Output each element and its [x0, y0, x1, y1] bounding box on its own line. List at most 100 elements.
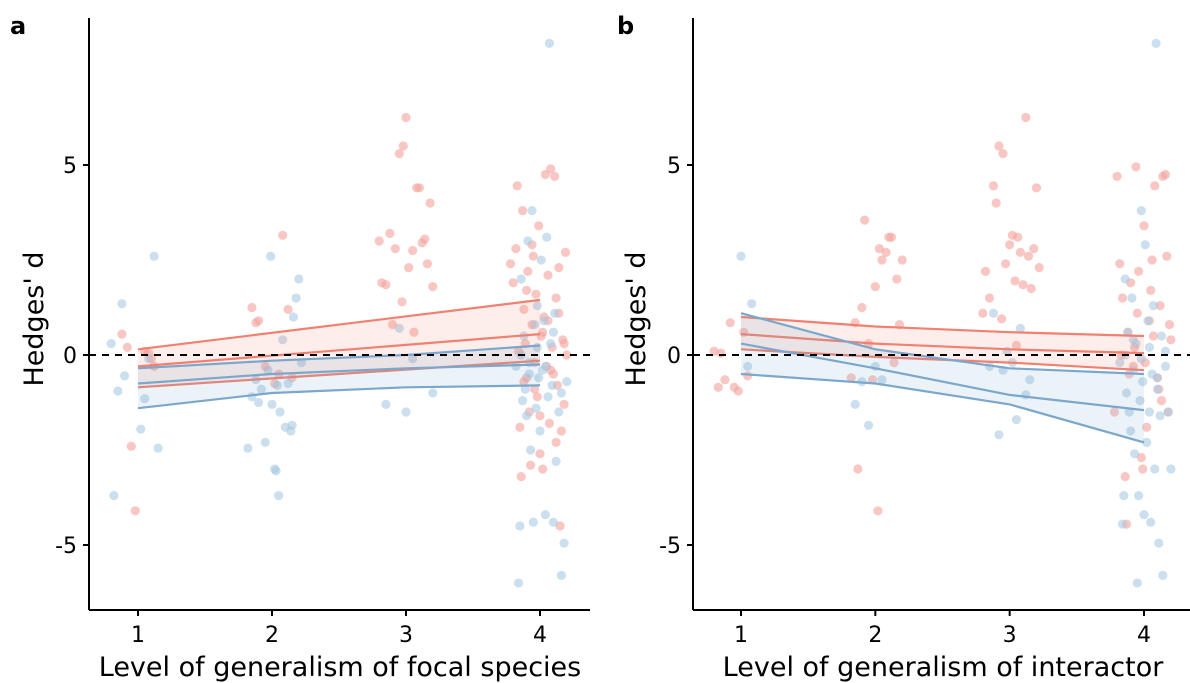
data-point-blue [542, 232, 552, 242]
data-point-blue [1134, 491, 1144, 501]
data-point-blue [548, 517, 559, 527]
data-point-red [385, 228, 395, 238]
data-point-red [390, 244, 400, 254]
data-point-blue [1166, 464, 1176, 474]
data-point-blue [524, 369, 534, 379]
data-point-red [422, 259, 432, 269]
data-point-red [1112, 171, 1122, 181]
data-point-red [988, 181, 999, 191]
data-point-blue [540, 361, 551, 371]
data-point-blue [408, 354, 418, 364]
data-point-red [388, 320, 398, 330]
data-point-blue [1151, 38, 1161, 49]
data-point-red [122, 342, 132, 352]
data-point-blue [1148, 301, 1158, 311]
panel-b-points [709, 38, 1176, 588]
data-point-blue [1160, 361, 1171, 371]
data-point-blue [120, 371, 130, 381]
x-tick-label: 2 [265, 623, 279, 648]
fit-lower-line-red [137, 359, 541, 389]
data-point-red [998, 149, 1008, 159]
data-point-blue [540, 509, 551, 520]
data-point-blue [291, 293, 301, 303]
data-point-blue [864, 420, 874, 430]
data-point-blue [1130, 449, 1140, 459]
data-point-blue [1152, 384, 1162, 394]
data-point-blue [520, 384, 530, 394]
data-point-blue [530, 320, 540, 330]
data-point-blue [153, 443, 163, 453]
data-point-blue [275, 407, 285, 417]
data-point-red [1013, 232, 1023, 242]
data-point-red [1015, 247, 1025, 257]
data-point-blue [546, 339, 556, 349]
data-point-red [860, 215, 870, 225]
confidence-band-blue [741, 313, 1144, 443]
data-point-blue [1140, 240, 1150, 250]
data-point-blue [381, 399, 391, 409]
data-point-red [877, 255, 887, 265]
panel-letter-b: b [617, 12, 634, 40]
data-point-red [1117, 293, 1128, 303]
fit-lower-line-blue [740, 372, 1145, 444]
data-point-red [505, 259, 516, 269]
panel-b-plot: -5 0 5 1 2 3 4 [659, 18, 1190, 648]
x-tick-label: 4 [533, 623, 547, 648]
fit-upper-line-blue [740, 312, 1145, 376]
data-point-red [409, 327, 419, 337]
y-tick-label: 5 [667, 154, 681, 179]
data-point-red [522, 285, 532, 295]
data-point-blue [283, 378, 293, 389]
data-point-red [374, 236, 384, 246]
data-point-blue [514, 578, 524, 588]
data-point-blue [1126, 426, 1136, 436]
data-point-blue [1155, 411, 1165, 421]
fit-upper-line-red [740, 315, 1145, 338]
data-point-red [523, 266, 533, 276]
data-point-red [733, 386, 743, 396]
data-point-red [428, 282, 438, 292]
data-point-blue [260, 437, 270, 447]
data-point-blue [1011, 415, 1022, 425]
data-point-red [713, 382, 723, 392]
data-point-red [534, 221, 544, 231]
data-point-red [1138, 464, 1148, 474]
data-point-red [1166, 335, 1176, 345]
data-point-red [720, 375, 730, 385]
data-point-red [1029, 244, 1039, 254]
data-point-blue [113, 386, 123, 396]
data-point-blue [1132, 578, 1142, 588]
data-point-blue [526, 445, 536, 455]
fit-mean-line-red [740, 333, 1145, 355]
data-point-red [538, 464, 548, 474]
data-point-red [1162, 251, 1172, 261]
data-point-blue [428, 388, 438, 398]
data-point-blue [274, 491, 284, 501]
data-point-blue [117, 299, 127, 309]
data-point-blue [1143, 316, 1153, 326]
panel-a-plot: -5 0 5 1 2 3 4 [55, 18, 590, 648]
data-point-red [117, 329, 127, 339]
data-point-blue [243, 443, 253, 453]
data-point-blue [1156, 331, 1167, 341]
data-point-red [247, 302, 257, 313]
data-point-red [1120, 472, 1130, 482]
data-point-red [519, 304, 529, 314]
data-point-blue [136, 424, 146, 434]
data-point-blue [1154, 538, 1164, 548]
data-point-blue [544, 38, 555, 49]
data-point-red [980, 266, 991, 276]
data-point-red [1146, 285, 1156, 295]
data-point-red [394, 149, 404, 159]
data-point-blue [1139, 509, 1149, 520]
data-point-blue [534, 373, 544, 383]
data-point-blue [1015, 323, 1025, 333]
data-point-blue [144, 354, 154, 364]
data-point-red [997, 314, 1007, 324]
data-point-red [1001, 259, 1011, 269]
panel-a: a Hedges' d Level of generalism of focal… [10, 12, 590, 683]
data-point-red [551, 437, 561, 447]
data-point-red [874, 244, 885, 254]
data-point-red [420, 234, 430, 244]
data-point-red [532, 392, 542, 402]
